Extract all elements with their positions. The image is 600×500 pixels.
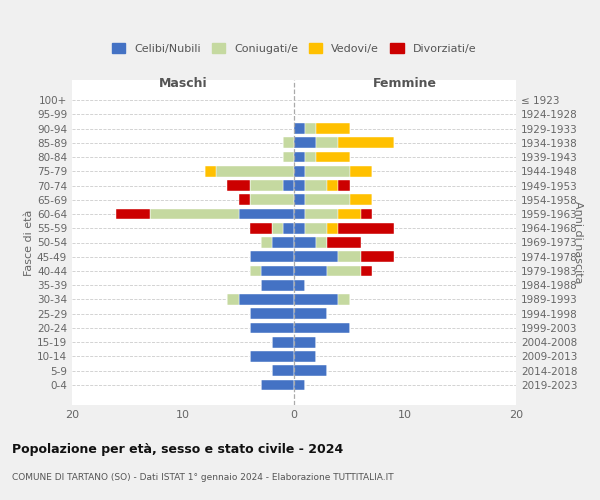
Bar bbox=[239, 208, 294, 220]
Bar bbox=[272, 366, 294, 376]
Bar bbox=[216, 166, 294, 176]
Bar bbox=[294, 280, 305, 290]
Bar bbox=[361, 252, 394, 262]
Bar bbox=[305, 166, 349, 176]
Bar bbox=[272, 337, 294, 347]
Bar bbox=[250, 266, 260, 276]
Bar bbox=[150, 208, 239, 220]
Bar bbox=[294, 366, 328, 376]
Bar bbox=[250, 351, 294, 362]
Bar bbox=[294, 152, 305, 162]
Bar bbox=[316, 152, 349, 162]
Text: Femmine: Femmine bbox=[373, 77, 437, 90]
Bar bbox=[250, 180, 283, 191]
Bar bbox=[338, 208, 361, 220]
Bar bbox=[294, 351, 316, 362]
Bar bbox=[338, 252, 361, 262]
Bar bbox=[294, 223, 305, 234]
Y-axis label: Anni di nascita: Anni di nascita bbox=[573, 201, 583, 284]
Bar bbox=[205, 166, 216, 176]
Bar bbox=[283, 152, 294, 162]
Bar bbox=[305, 208, 338, 220]
Text: Popolazione per età, sesso e stato civile - 2024: Popolazione per età, sesso e stato civil… bbox=[12, 442, 343, 456]
Bar bbox=[294, 124, 305, 134]
Bar bbox=[239, 294, 294, 305]
Bar bbox=[283, 223, 294, 234]
Bar bbox=[227, 180, 250, 191]
Bar bbox=[260, 380, 294, 390]
Bar bbox=[338, 180, 349, 191]
Bar bbox=[338, 223, 394, 234]
Bar bbox=[328, 180, 338, 191]
Bar bbox=[250, 223, 272, 234]
Bar bbox=[116, 208, 150, 220]
Bar bbox=[294, 237, 316, 248]
Bar bbox=[283, 180, 294, 191]
Bar bbox=[294, 252, 338, 262]
Legend: Celibi/Nubili, Coniugati/e, Vedovi/e, Divorziati/e: Celibi/Nubili, Coniugati/e, Vedovi/e, Di… bbox=[109, 40, 479, 58]
Bar bbox=[328, 266, 361, 276]
Bar bbox=[349, 194, 372, 205]
Bar bbox=[349, 166, 372, 176]
Bar bbox=[294, 294, 338, 305]
Bar bbox=[305, 194, 349, 205]
Bar bbox=[250, 308, 294, 319]
Bar bbox=[316, 124, 349, 134]
Bar bbox=[294, 322, 349, 334]
Bar bbox=[316, 138, 338, 148]
Bar bbox=[294, 194, 305, 205]
Bar bbox=[361, 208, 372, 220]
Bar bbox=[305, 152, 316, 162]
Bar bbox=[316, 237, 328, 248]
Bar bbox=[260, 266, 294, 276]
Y-axis label: Fasce di età: Fasce di età bbox=[24, 210, 34, 276]
Bar bbox=[305, 124, 316, 134]
Bar bbox=[361, 266, 372, 276]
Text: Maschi: Maschi bbox=[158, 77, 208, 90]
Bar bbox=[338, 294, 349, 305]
Bar bbox=[328, 223, 338, 234]
Text: COMUNE DI TARTANO (SO) - Dati ISTAT 1° gennaio 2024 - Elaborazione TUTTITALIA.IT: COMUNE DI TARTANO (SO) - Dati ISTAT 1° g… bbox=[12, 472, 394, 482]
Bar bbox=[250, 252, 294, 262]
Bar bbox=[294, 180, 305, 191]
Bar bbox=[260, 237, 272, 248]
Bar bbox=[260, 280, 294, 290]
Bar bbox=[250, 194, 294, 205]
Bar bbox=[272, 223, 283, 234]
Bar bbox=[305, 180, 328, 191]
Bar bbox=[283, 138, 294, 148]
Bar bbox=[294, 380, 305, 390]
Bar bbox=[294, 308, 328, 319]
Bar bbox=[294, 208, 305, 220]
Bar bbox=[239, 194, 250, 205]
Bar bbox=[338, 138, 394, 148]
Bar bbox=[305, 223, 328, 234]
Bar bbox=[294, 266, 328, 276]
Bar bbox=[227, 294, 239, 305]
Bar bbox=[294, 166, 305, 176]
Bar bbox=[250, 322, 294, 334]
Bar bbox=[328, 237, 361, 248]
Bar bbox=[294, 138, 316, 148]
Bar bbox=[272, 237, 294, 248]
Bar bbox=[294, 337, 316, 347]
